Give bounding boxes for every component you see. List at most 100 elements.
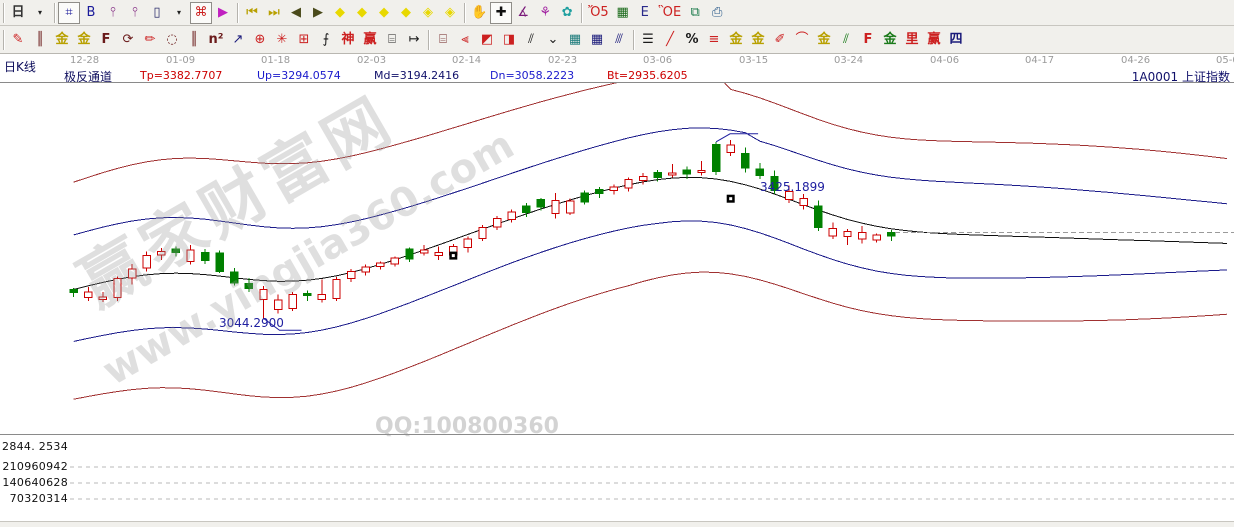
pan-hand-icon[interactable]: ✋	[468, 2, 490, 24]
gold-circle-icon[interactable]: 金	[725, 29, 747, 51]
square-n-icon[interactable]: n²	[205, 29, 227, 51]
volume-axis-labels: 2844. 2534 210960942 140640628 70320314	[0, 434, 70, 521]
zoom-diamond-4-icon[interactable]: ◆	[395, 2, 417, 24]
indicator-param: Dn=3058.2223	[490, 69, 574, 82]
indicator-legend: 极反通道 Tp=3382.7707 Up=3294.0574 Md=3194.241…	[0, 68, 1234, 82]
percent-lines-icon[interactable]: ≡	[703, 29, 725, 51]
box-grid-icon[interactable]: ⊞	[293, 29, 315, 51]
price-chart-pane[interactable]: 3425.1899 3044.2900	[0, 82, 1234, 434]
indicator-settings-icon[interactable]: ⌘	[190, 2, 212, 24]
date-tick: 03-24	[834, 55, 863, 66]
candlestick	[289, 292, 296, 311]
layout-dropdown-caret[interactable]: ▾	[168, 2, 190, 24]
zoom-diamond-5-icon[interactable]: ◈	[417, 2, 439, 24]
notes-icon[interactable]: ὜E	[634, 2, 656, 24]
gann-fan-icon[interactable]: ║	[29, 29, 51, 51]
last-page-icon[interactable]: ⏭	[263, 2, 285, 24]
multi-chart-9-icon[interactable]: ⫯	[124, 2, 146, 24]
save-icon[interactable]: ὋE	[656, 2, 685, 24]
trend-angle-icon[interactable]: ↗	[227, 29, 249, 51]
gold-lines-icon[interactable]: 金	[747, 29, 769, 51]
period-select[interactable]: 日	[7, 2, 29, 24]
zoom-diamond-2-icon[interactable]: ◆	[351, 2, 373, 24]
candlestick	[391, 256, 398, 266]
ying-label-icon[interactable]: 赢	[359, 29, 381, 51]
zoom-diamond-6-icon[interactable]: ◈	[439, 2, 461, 24]
bar-ladder-icon[interactable]: ☰	[637, 29, 659, 51]
volume-axis-label: 210960942	[2, 460, 68, 473]
circle-tool-icon[interactable]: ◌	[161, 29, 183, 51]
report-icon[interactable]: ὜B	[80, 2, 102, 24]
arch-icon[interactable]: ⌒	[791, 29, 813, 51]
zoom-diamond-3-icon[interactable]: ◆	[373, 2, 395, 24]
draw-tools-icon[interactable]: ⚘	[534, 2, 556, 24]
grid-fine-icon[interactable]: ▦	[564, 29, 586, 51]
zoom-diamond-1-icon[interactable]: ◆	[329, 2, 351, 24]
f-lines-icon[interactable]: F	[857, 29, 879, 51]
ying-slope-icon[interactable]: 赢	[923, 29, 945, 51]
four-lines-icon[interactable]: 四	[945, 29, 967, 51]
zigzag-icon[interactable]: ⌄	[542, 29, 564, 51]
fan-lines-icon[interactable]: ⫷	[454, 29, 476, 51]
volume-chart-pane[interactable]	[0, 434, 1234, 521]
candlestick	[800, 194, 807, 210]
volume-chart-svg	[0, 435, 1234, 521]
candlestick	[70, 288, 77, 297]
date-tick: 04-06	[930, 55, 959, 66]
ruler-icon[interactable]: ⌸	[381, 29, 403, 51]
color-palette-icon[interactable]: ▶	[212, 2, 234, 24]
single-chart-icon[interactable]: ▯	[146, 2, 168, 24]
candlestick	[318, 280, 325, 303]
speed-lines-icon[interactable]: ◩	[476, 29, 498, 51]
print-icon[interactable]: ⎙	[706, 2, 728, 24]
percent-fan-icon[interactable]: ╱	[659, 29, 681, 51]
crosshair-icon[interactable]: ✚	[490, 2, 512, 24]
candlestick	[114, 276, 121, 301]
pen-draw-icon[interactable]: ✎	[7, 29, 29, 51]
candlestick	[742, 148, 749, 173]
page-left-icon[interactable]: ◀	[285, 2, 307, 24]
multi-chart-3-icon[interactable]: ⫯	[102, 2, 124, 24]
angle-lines-icon[interactable]: ⫽	[835, 29, 857, 51]
grid-coarse-icon[interactable]: ▦	[586, 29, 608, 51]
market-overview-icon[interactable]: ⌗	[58, 2, 80, 24]
li-label-icon[interactable]: 里	[901, 29, 923, 51]
box-range-icon[interactable]: ⌸	[432, 29, 454, 51]
gold-ratio-1-icon[interactable]: 金	[51, 29, 73, 51]
candlestick	[844, 229, 851, 245]
target-cross-icon[interactable]: ⊕	[249, 29, 271, 51]
candlestick	[216, 251, 223, 273]
pitchfork-icon[interactable]: ◨	[498, 29, 520, 51]
candlestick	[698, 161, 705, 176]
grid-lines-icon[interactable]: ║	[183, 29, 205, 51]
date-tick: 03-15	[739, 55, 768, 66]
measure-icon[interactable]: ∡	[512, 2, 534, 24]
candlestick	[435, 247, 442, 260]
period-dropdown-caret[interactable]: ▾	[29, 2, 51, 24]
percent-icon[interactable]: %	[681, 29, 703, 51]
bar-pen-icon[interactable]: ✐	[769, 29, 791, 51]
copy-icon[interactable]: ⧉	[684, 2, 706, 24]
parallel-lines-icon[interactable]: ⫽	[520, 29, 542, 51]
wave-mark-icon[interactable]: ⨍	[315, 29, 337, 51]
first-page-icon[interactable]: ⏮	[241, 2, 263, 24]
candlestick	[304, 290, 311, 301]
toolbar-separator	[464, 3, 465, 23]
shen-label-icon[interactable]: 神	[337, 29, 359, 51]
gold-ratio-2-icon[interactable]: 金	[73, 29, 95, 51]
brain-analysis-icon[interactable]: ✿	[556, 2, 578, 24]
volume-axis-label: 2844. 2534	[2, 440, 68, 453]
gold-bar-icon[interactable]: 金	[813, 29, 835, 51]
spiral-icon[interactable]: ⟳	[117, 29, 139, 51]
candlestick	[464, 237, 471, 253]
channel-icon[interactable]: ⫻	[608, 29, 630, 51]
highlight-pen-icon[interactable]: ✏	[139, 29, 161, 51]
gold-slope-icon[interactable]: 金	[879, 29, 901, 51]
star-burst-icon[interactable]: ✳	[271, 29, 293, 51]
volume-axis-label: 140640628	[2, 476, 68, 489]
arrow-span-icon[interactable]: ↦	[403, 29, 425, 51]
fibonacci-icon[interactable]: F	[95, 29, 117, 51]
calendar-icon[interactable]: Ὄ5	[585, 2, 611, 24]
page-right-icon[interactable]: ▶	[307, 2, 329, 24]
grid-table-icon[interactable]: ▦	[612, 2, 634, 24]
